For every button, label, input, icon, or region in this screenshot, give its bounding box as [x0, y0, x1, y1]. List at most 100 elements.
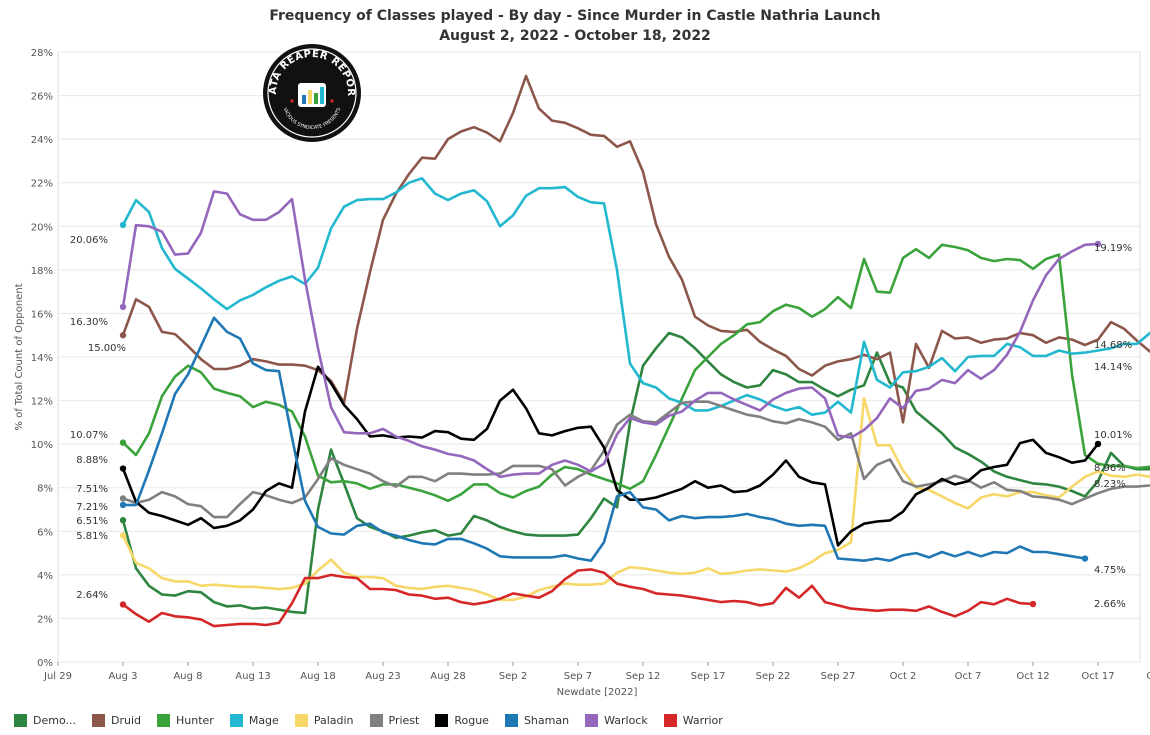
- y-tick-label: 16%: [31, 309, 53, 320]
- y-tick-label: 18%: [31, 266, 53, 277]
- legend-item: Warrior: [663, 713, 723, 727]
- y-tick-label: 26%: [31, 92, 53, 103]
- y-tick-label: 10%: [31, 440, 53, 451]
- legend-swatch: [14, 713, 27, 727]
- legend-item: Priest: [369, 713, 420, 727]
- start-point: [119, 439, 127, 446]
- legend-item: Mage: [229, 713, 279, 727]
- start-point: [119, 532, 127, 539]
- series-line-mage: [121, 177, 1150, 417]
- series-line-rogue: [121, 365, 1100, 547]
- legend-label: Paladin: [313, 713, 354, 727]
- start-value-label: 16.30%: [70, 317, 108, 328]
- y-tick-label: 28%: [31, 48, 53, 59]
- start-point: [119, 516, 127, 524]
- end-value-label: 8.23%: [1094, 479, 1126, 490]
- end-value-label: 14.14%: [1094, 362, 1132, 373]
- y-tick-label: 4%: [37, 571, 53, 582]
- y-tick-label: 6%: [37, 527, 53, 538]
- y-tick-label: 22%: [31, 179, 53, 190]
- start-value-label: 6.51%: [76, 516, 108, 527]
- x-tick-label: Sep 12: [626, 671, 661, 682]
- x-tick-label: Aug 3: [108, 671, 137, 682]
- y-tick-label: 14%: [31, 353, 53, 364]
- y-tick-label: 0%: [37, 658, 53, 669]
- legend-label: Demo...: [33, 713, 76, 727]
- legend-swatch: [585, 713, 599, 727]
- x-tick-label: Oct 12: [1016, 671, 1049, 682]
- legend-label: Warlock: [604, 713, 648, 727]
- series-line-warlock: [121, 190, 1100, 479]
- legend-item: Warlock: [585, 713, 648, 727]
- end-point: [1029, 600, 1037, 608]
- legend-swatch: [504, 713, 518, 727]
- x-tick-label: Oct 7: [955, 671, 982, 682]
- end-point: [1094, 240, 1102, 248]
- start-value-label: 10.07%: [70, 430, 108, 441]
- end-point: [1094, 440, 1102, 448]
- y-axis-title: % of Total Count of Opponent: [14, 283, 25, 430]
- chart-subtitle: August 2, 2022 - October 18, 2022: [439, 28, 711, 44]
- start-point: [119, 501, 127, 509]
- legend-label: Shaman: [523, 713, 570, 727]
- series-line-shaman: [121, 316, 1087, 563]
- data-reaper-logo: DATA REAPER REPORT VICIOUS SYNDICATE PRE…: [262, 43, 361, 142]
- legend-item: Paladin: [294, 713, 354, 727]
- x-tick-label: Sep 27: [821, 671, 856, 682]
- legend-label: Warrior: [682, 713, 723, 727]
- legend-label: Priest: [388, 713, 420, 727]
- legend: Demo... Druid Hunter Mage Paladin Priest Rogue…: [14, 711, 739, 729]
- legend-label: Mage: [248, 713, 279, 727]
- legend-item: Shaman: [504, 713, 570, 727]
- y-tick-label: 8%: [37, 484, 53, 495]
- start-value-label: 5.81%: [76, 531, 108, 542]
- x-tick-label: Oct 2: [890, 671, 917, 682]
- end-value-label: 19.19%: [1094, 243, 1132, 254]
- x-tick-label: Oct 22: [1146, 671, 1150, 682]
- x-axis-title: Newdate [2022]: [557, 687, 638, 698]
- series-line-paladin: [121, 397, 1150, 602]
- x-tick-label: Aug 13: [235, 671, 270, 682]
- legend-label: Druid: [110, 713, 141, 727]
- start-point: [119, 303, 127, 311]
- x-tick-label: Aug 23: [365, 671, 400, 682]
- line-chart: 0% 2% 4% 6% 8% 10% 12% 14% 16% 18% 20% 22% 24% 26% 28%…: [14, 48, 1150, 698]
- start-value-label: 7.21%: [76, 502, 108, 513]
- legend-label: Hunter: [176, 713, 214, 727]
- legend-item: Demo...: [14, 713, 76, 727]
- x-tick-label: Sep 22: [756, 671, 791, 682]
- legend-swatch: [435, 713, 449, 727]
- end-point: [1081, 555, 1089, 562]
- legend-swatch: [294, 713, 308, 727]
- start-point: [119, 601, 127, 608]
- start-value-label: 8.88%: [76, 455, 108, 466]
- start-value-label: 2.64%: [76, 590, 108, 601]
- legend-swatch: [91, 713, 105, 727]
- start-point: [119, 221, 127, 229]
- chart-title: Frequency of Classes played - By day - S…: [269, 8, 881, 24]
- x-tick-label: Aug 18: [300, 671, 335, 682]
- x-tick-label: Jul 29: [43, 671, 72, 682]
- end-value-label: 10.01%: [1094, 430, 1132, 441]
- end-value-label: 4.75%: [1094, 565, 1126, 576]
- legend-swatch: [663, 713, 677, 727]
- legend-swatch: [229, 713, 243, 727]
- legend-item: Rogue: [435, 713, 489, 727]
- series-line-druid: [121, 74, 1150, 424]
- end-value-label: 8.96%: [1094, 463, 1126, 474]
- y-tick-label: 24%: [31, 135, 53, 146]
- x-tick-label: Sep 7: [564, 671, 592, 682]
- y-tick-label: 12%: [31, 397, 53, 408]
- x-tick-label: Aug 8: [173, 671, 202, 682]
- series-line-warrior: [121, 568, 1035, 628]
- y-tick-label: 2%: [37, 614, 53, 625]
- end-value-label: 2.66%: [1094, 599, 1126, 610]
- legend-swatch: [369, 713, 383, 727]
- start-point: [119, 332, 127, 339]
- x-tick-label: Sep 17: [691, 671, 726, 682]
- x-tick-label: Oct 17: [1081, 671, 1114, 682]
- y-tick-label: 20%: [31, 222, 53, 233]
- start-point: [119, 495, 127, 502]
- legend-item: Druid: [91, 713, 141, 727]
- x-tick-label: Aug 28: [430, 671, 465, 682]
